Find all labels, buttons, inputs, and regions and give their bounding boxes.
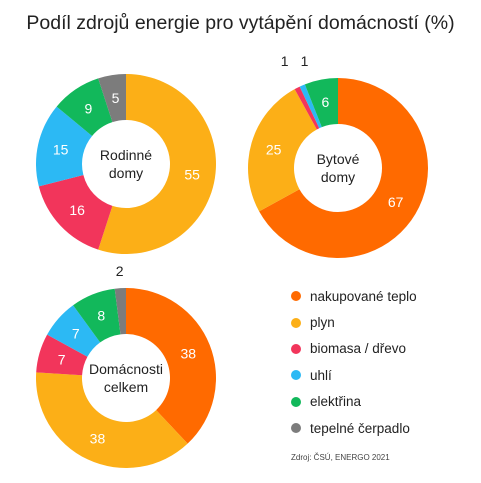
data-label-elektrina: 8	[97, 308, 105, 324]
data-label-biomasa: 7	[58, 351, 66, 367]
donut-slice-uhli	[47, 305, 101, 357]
data-label-biomasa: 1	[281, 53, 289, 69]
data-label-plyn: 38	[90, 431, 106, 447]
center-label: celkem	[104, 379, 148, 395]
donut-slice-elektrina	[73, 288, 121, 343]
donut-slice-biomasa	[36, 334, 88, 376]
data-label-biomasa: 16	[69, 202, 85, 218]
legend-item-biomasa: biomasa / dřevo	[291, 336, 417, 362]
data-label-elektrina: 9	[84, 101, 92, 117]
source-note: Zdroj: ČSÚ, ENERGO 2021	[291, 453, 390, 462]
data-label-nakupovane-teplo: 67	[388, 194, 404, 210]
data-label-tepelne-cerpadlo: 2	[116, 263, 124, 279]
donut-chart-1: 55 16 15 9 5 Rodinné domy	[36, 74, 216, 254]
donut-slice-biomasa	[294, 86, 320, 130]
donut-chart-3: 38 38 77 8 2 Domácnosti celkem	[35, 263, 217, 468]
legend-swatch	[291, 291, 301, 302]
legend-label: nakupované teplo	[310, 288, 417, 304]
donut-slice-uhli	[299, 84, 322, 129]
legend-label: plyn	[310, 315, 335, 331]
center-label: domy	[321, 169, 355, 185]
donut-slice-biomasa	[38, 174, 113, 250]
donut-slice-nakupovane-teplo	[126, 288, 217, 444]
donut-slice-nakupovane-teplo	[259, 78, 428, 258]
legend-item-plyn: plyn	[291, 309, 417, 335]
legend-swatch	[291, 317, 301, 328]
legend-item-nakupovane-teplo: nakupované teplo	[291, 283, 417, 309]
data-label-plyn: 55	[184, 166, 200, 182]
legend-swatch	[291, 343, 301, 354]
donut-slice-tepelne-cerpadlo	[114, 288, 126, 335]
donut-slice-plyn	[98, 74, 216, 254]
legend-item-elektrina: elektřina	[291, 389, 417, 415]
donut-slice-elektrina	[304, 78, 338, 128]
data-label-plyn: 25	[266, 141, 282, 157]
data-label-uhli: 7	[72, 326, 80, 342]
center-label: Domácnosti	[89, 361, 163, 377]
legend-label: tepelné čerpadlo	[310, 420, 410, 436]
donut-slice-uhli	[36, 106, 93, 187]
donut-slice-tepelne-cerpadlo	[98, 74, 126, 123]
legend-swatch	[291, 370, 301, 381]
chart-title: Podíl zdrojů energie pro vytápění domácn…	[26, 12, 455, 34]
legend-item-uhli: uhlí	[291, 362, 417, 388]
legend-swatch	[291, 396, 301, 407]
donut-slice-elektrina	[56, 78, 113, 136]
center-label: domy	[109, 165, 143, 181]
data-label-uhli: 1	[301, 53, 309, 69]
data-label-uhli: 15	[53, 141, 69, 157]
legend-swatch	[291, 423, 301, 434]
data-label-nakupovane-teplo: 38	[181, 345, 197, 361]
donut-slice-plyn	[35, 372, 188, 468]
legend-label: biomasa / dřevo	[310, 341, 407, 357]
data-label-elektrina: 6	[322, 94, 330, 110]
legend-label: elektřina	[310, 394, 362, 410]
legend-label: uhlí	[310, 367, 332, 383]
donut-slice-plyn	[248, 89, 317, 212]
legend-item-tepelne-cerpadlo: tepelné čerpadlo	[291, 415, 417, 441]
center-label: Bytové	[317, 151, 360, 167]
center-label: Rodinné	[100, 147, 152, 163]
donut-chart-2: 67 25 1 1 6 Bytové domy	[248, 53, 428, 258]
legend: nakupované teplo plyn biomasa / dřevo uh…	[291, 283, 417, 441]
data-label-tepelne-cerpadlo: 5	[112, 90, 120, 106]
